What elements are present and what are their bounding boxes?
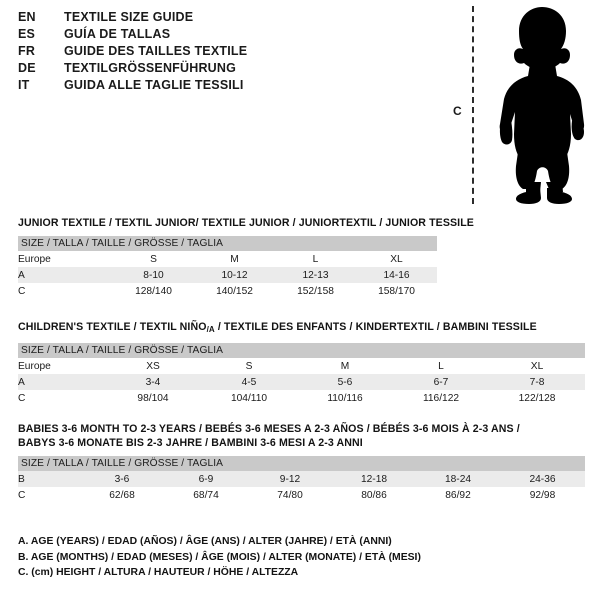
language-title: GUIDE DES TAILLES TEXTILE <box>64 44 248 58</box>
cell: 86/92 <box>416 487 500 503</box>
legend-block: A. AGE (YEARS) / EDAD (AÑOS) / ÂGE (ANS)… <box>18 534 421 581</box>
cell: 14-16 <box>356 267 437 283</box>
cell: XL <box>356 251 437 267</box>
cell: 122/128 <box>489 390 586 406</box>
table-row: C 62/68 68/74 74/80 80/86 86/92 92/98 <box>18 487 585 503</box>
table-row: Europe S M L XL <box>18 251 437 267</box>
cell: 116/122 <box>393 390 489 406</box>
cell: 3-6 <box>80 471 164 487</box>
cell: 68/74 <box>164 487 248 503</box>
legend-line-a: A. AGE (YEARS) / EDAD (AÑOS) / ÂGE (ANS)… <box>18 536 392 547</box>
table-row: Europe XS S M L XL <box>18 358 586 374</box>
height-marker-label: C <box>453 104 462 118</box>
toddler-silhouette-icon <box>499 7 585 204</box>
cell: L <box>275 251 356 267</box>
cell: 152/158 <box>275 283 356 299</box>
language-title: TEXTILGRÖSSENFÜHRUNG <box>64 61 237 75</box>
section-title-children: CHILDREN'S TEXTILE / TEXTIL NIÑO/A / TEX… <box>18 320 585 337</box>
language-code: FR <box>18 44 36 58</box>
section-title-children-sub: /A <box>206 325 215 334</box>
section-children: CHILDREN'S TEXTILE / TEXTIL NIÑO/A / TEX… <box>18 320 586 406</box>
section-title-children-pre: CHILDREN'S TEXTILE / TEXTIL NIÑO <box>18 321 207 333</box>
section-title-children-post: / TEXTILE DES ENFANTS / KINDERTEXTIL / B… <box>214 321 537 333</box>
size-bar-label: SIZE / TALLA / TAILLE / GRÖSSE / TAGLIA <box>18 343 586 358</box>
section-title-babies-line2: BABYS 3-6 MONATE BIS 2-3 JAHRE / BAMBINI… <box>18 437 363 449</box>
babies-size-table: SIZE / TALLA / TAILLE / GRÖSSE / TAGLIA … <box>18 456 585 503</box>
cell: 74/80 <box>248 487 332 503</box>
language-code: DE <box>18 61 36 75</box>
cell: 80/86 <box>332 487 416 503</box>
table-header-bar: SIZE / TALLA / TAILLE / GRÖSSE / TAGLIA <box>18 236 437 251</box>
cell: XS <box>105 358 201 374</box>
cell: 140/152 <box>194 283 275 299</box>
cell: 158/170 <box>356 283 437 299</box>
language-row-it: IT GUIDA ALLE TAGLIE TESSILI <box>18 77 438 94</box>
row-label: Europe <box>18 251 113 267</box>
row-label: C <box>18 390 105 406</box>
cell: 98/104 <box>105 390 201 406</box>
cell: 110/116 <box>297 390 393 406</box>
figure-area: C <box>440 0 600 210</box>
language-row-es: ES GUÍA DE TALLAS <box>18 26 438 43</box>
cell: 6-7 <box>393 374 489 390</box>
language-code: EN <box>18 10 36 24</box>
cell: M <box>297 358 393 374</box>
language-title: TEXTILE SIZE GUIDE <box>64 10 194 24</box>
cell: 62/68 <box>80 487 164 503</box>
cell: M <box>194 251 275 267</box>
language-title: GUÍA DE TALLAS <box>64 27 171 41</box>
size-bar-label: SIZE / TALLA / TAILLE / GRÖSSE / TAGLIA <box>18 456 585 471</box>
cell: 3-4 <box>105 374 201 390</box>
cell: 9-12 <box>248 471 332 487</box>
row-label: C <box>18 487 80 503</box>
language-code: ES <box>18 27 36 41</box>
row-label: Europe <box>18 358 105 374</box>
cell: 7-8 <box>489 374 586 390</box>
cell: 24-36 <box>500 471 585 487</box>
table-header-bar: SIZE / TALLA / TAILLE / GRÖSSE / TAGLIA <box>18 456 585 471</box>
junior-size-table: SIZE / TALLA / TAILLE / GRÖSSE / TAGLIA … <box>18 236 437 299</box>
cell: L <box>393 358 489 374</box>
cell: 6-9 <box>164 471 248 487</box>
cell: 4-5 <box>201 374 297 390</box>
cell: 18-24 <box>416 471 500 487</box>
row-label: C <box>18 283 113 299</box>
language-row-fr: FR GUIDE DES TAILLES TEXTILE <box>18 43 438 60</box>
table-row: C 98/104 104/110 110/116 116/122 122/128 <box>18 390 586 406</box>
size-bar-label: SIZE / TALLA / TAILLE / GRÖSSE / TAGLIA <box>18 236 437 251</box>
language-row-en: EN TEXTILE SIZE GUIDE <box>18 9 438 26</box>
cell: 128/140 <box>113 283 194 299</box>
height-dashed-line <box>472 6 474 204</box>
language-row-de: DE TEXTILGRÖSSENFÜHRUNG <box>18 60 438 77</box>
legend-line-c: C. (cm) HEIGHT / ALTURA / HAUTEUR / HÖHE… <box>18 567 299 578</box>
row-label: A <box>18 267 113 283</box>
children-size-table: SIZE / TALLA / TAILLE / GRÖSSE / TAGLIA … <box>18 343 586 406</box>
cell: 92/98 <box>500 487 585 503</box>
cell: 5-6 <box>297 374 393 390</box>
table-row: C 128/140 140/152 152/158 158/170 <box>18 283 437 299</box>
legend-line-b: B. AGE (MONTHS) / EDAD (MESES) / ÂGE (MO… <box>18 551 421 563</box>
table-header-bar: SIZE / TALLA / TAILLE / GRÖSSE / TAGLIA <box>18 343 586 358</box>
section-title-babies-line1: BABIES 3-6 MONTH TO 2-3 YEARS / BEBÉS 3-… <box>18 423 520 435</box>
table-row: A 8-10 10-12 12-13 14-16 <box>18 267 437 283</box>
language-header-block: EN TEXTILE SIZE GUIDE ES GUÍA DE TALLAS … <box>18 9 438 94</box>
section-babies: BABIES 3-6 MONTH TO 2-3 YEARS / BEBÉS 3-… <box>18 422 585 503</box>
row-label: A <box>18 374 105 390</box>
table-row: B 3-6 6-9 9-12 12-18 18-24 24-36 <box>18 471 585 487</box>
section-junior: JUNIOR TEXTILE / TEXTIL JUNIOR/ TEXTILE … <box>18 216 474 299</box>
row-label: B <box>18 471 80 487</box>
language-code: IT <box>18 78 30 92</box>
cell: 12-18 <box>332 471 416 487</box>
section-title-junior: JUNIOR TEXTILE / TEXTIL JUNIOR/ TEXTILE … <box>18 217 474 229</box>
cell: 8-10 <box>113 267 194 283</box>
language-title: GUIDA ALLE TAGLIE TESSILI <box>64 78 244 92</box>
table-row: A 3-4 4-5 5-6 6-7 7-8 <box>18 374 586 390</box>
cell: 10-12 <box>194 267 275 283</box>
cell: 12-13 <box>275 267 356 283</box>
cell: 104/110 <box>201 390 297 406</box>
cell: S <box>113 251 194 267</box>
cell: XL <box>489 358 586 374</box>
cell: S <box>201 358 297 374</box>
